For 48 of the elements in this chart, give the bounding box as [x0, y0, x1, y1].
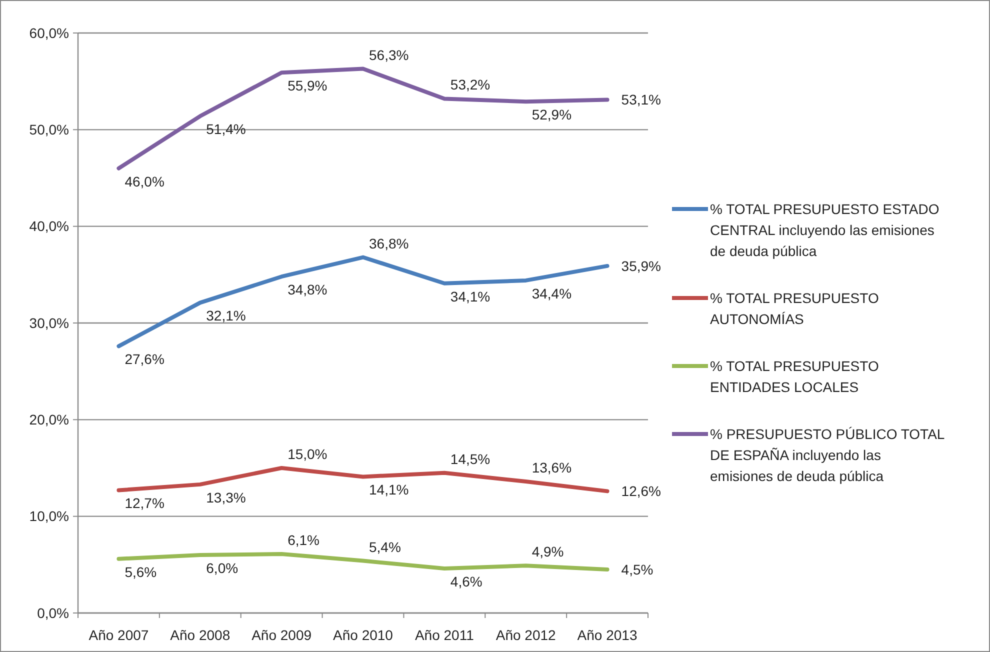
data-label: 55,9% — [288, 78, 328, 94]
x-tick-label: Año 2011 — [414, 627, 474, 643]
data-label: 4,6% — [450, 574, 482, 590]
line-series — [116, 255, 610, 348]
data-label: 46,0% — [124, 173, 164, 190]
legend-label: % TOTAL PRESUPUESTO AUTONOMÍAS — [710, 290, 879, 327]
x-tick-label: Año 2012 — [496, 627, 556, 643]
data-label: 4,5% — [621, 562, 654, 578]
data-label: 4,9% — [532, 544, 564, 560]
x-tick-label: Año 2008 — [170, 627, 230, 643]
data-label: 15,0% — [288, 446, 328, 462]
data-label: 34,1% — [450, 288, 490, 304]
data-label: 56,3% — [369, 46, 409, 63]
data-label: 14,1% — [369, 482, 409, 498]
x-tick-label: Año 2010 — [333, 627, 394, 643]
data-label: 13,6% — [532, 460, 572, 476]
y-tick-label: 10,0% — [29, 508, 69, 524]
data-label: 5,4% — [369, 538, 401, 555]
data-label: 6,0% — [206, 560, 238, 576]
y-tick-label: 60,0% — [29, 24, 69, 41]
data-label: 14,5% — [450, 450, 490, 467]
legend-label: % TOTAL PRESUPUESTO ENTIDADES LOCALES — [710, 358, 879, 395]
data-label: 12,6% — [621, 483, 661, 500]
data-label: 13,3% — [206, 489, 246, 506]
y-tick-label: 20,0% — [29, 412, 69, 428]
x-tick-label: Año 2007 — [88, 627, 149, 643]
y-tick-label: 40,0% — [29, 218, 69, 234]
y-tick-label: 30,0% — [29, 314, 69, 331]
x-tick-label: Año 2013 — [577, 627, 638, 643]
data-label: 36,8% — [369, 235, 409, 252]
data-label: 52,9% — [532, 106, 572, 123]
data-label: 32,1% — [206, 308, 246, 324]
data-label: 27,6% — [124, 351, 164, 368]
data-label: 51,4% — [206, 121, 246, 138]
data-label: 35,9% — [621, 258, 661, 274]
line-series — [116, 66, 610, 170]
y-tick-label: 0,0% — [37, 604, 69, 621]
data-label: 6,1% — [288, 532, 320, 548]
data-label: 53,1% — [621, 92, 661, 108]
data-label: 53,2% — [450, 76, 490, 93]
x-tick-label: Año 2009 — [252, 627, 312, 643]
data-label: 5,6% — [124, 564, 157, 580]
legend-label: % TOTAL PRESUPUESTO ESTADO CENTRAL incluyendo las emisiones de deuda pública — [710, 201, 940, 259]
legend-label: % PRESUPUESTO PÚBLICO TOTAL DE ESPAÑA incluyendo las emisiones de deuda pública — [710, 426, 945, 484]
data-label: 34,8% — [288, 282, 328, 298]
data-label: 12,7% — [124, 495, 164, 512]
data-label: 34,4% — [532, 285, 572, 302]
y-tick-label: 50,0% — [29, 122, 69, 138]
